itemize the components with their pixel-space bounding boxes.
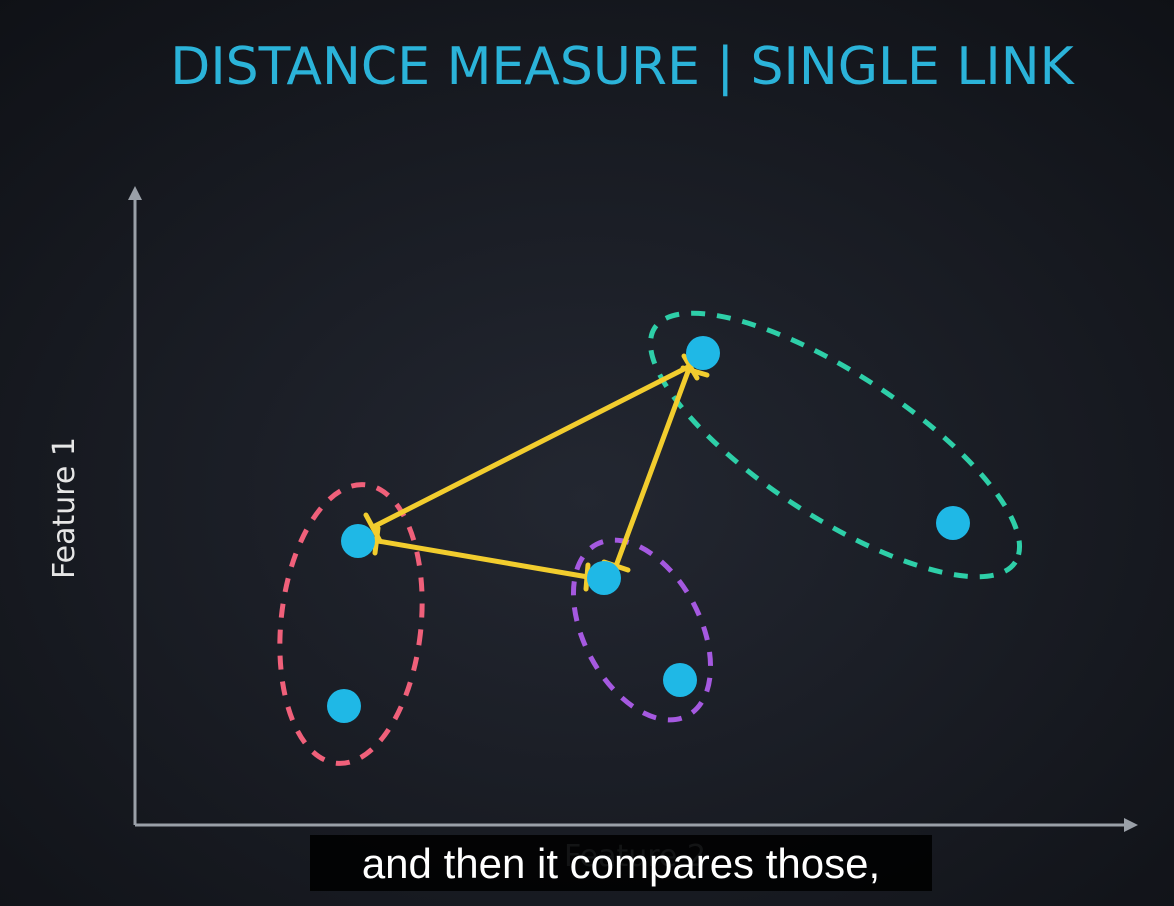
point	[663, 663, 697, 697]
y-axis-label: Feature 1	[47, 437, 82, 579]
link	[613, 363, 693, 569]
point	[686, 336, 720, 370]
y-arrow	[128, 186, 142, 200]
link-end	[681, 353, 700, 381]
point	[936, 506, 970, 540]
points	[327, 336, 970, 723]
slide-title: DISTANCE MEASURE | SINGLE LINK	[170, 37, 1075, 97]
axes	[133, 195, 1130, 827]
links	[363, 353, 710, 592]
link	[370, 363, 693, 530]
cluster-pink	[277, 482, 425, 766]
point	[327, 689, 361, 723]
caption: and then it compares those,	[362, 840, 880, 887]
link-end	[583, 562, 591, 592]
cluster-teal	[647, 310, 1023, 580]
link	[375, 538, 591, 580]
clusters	[277, 310, 1023, 766]
caption-box	[310, 835, 932, 891]
link-end	[372, 525, 381, 556]
x-arrow	[1124, 818, 1138, 832]
link-end	[680, 365, 710, 378]
point	[341, 524, 375, 558]
cluster-purple	[570, 537, 714, 723]
point	[587, 561, 621, 595]
